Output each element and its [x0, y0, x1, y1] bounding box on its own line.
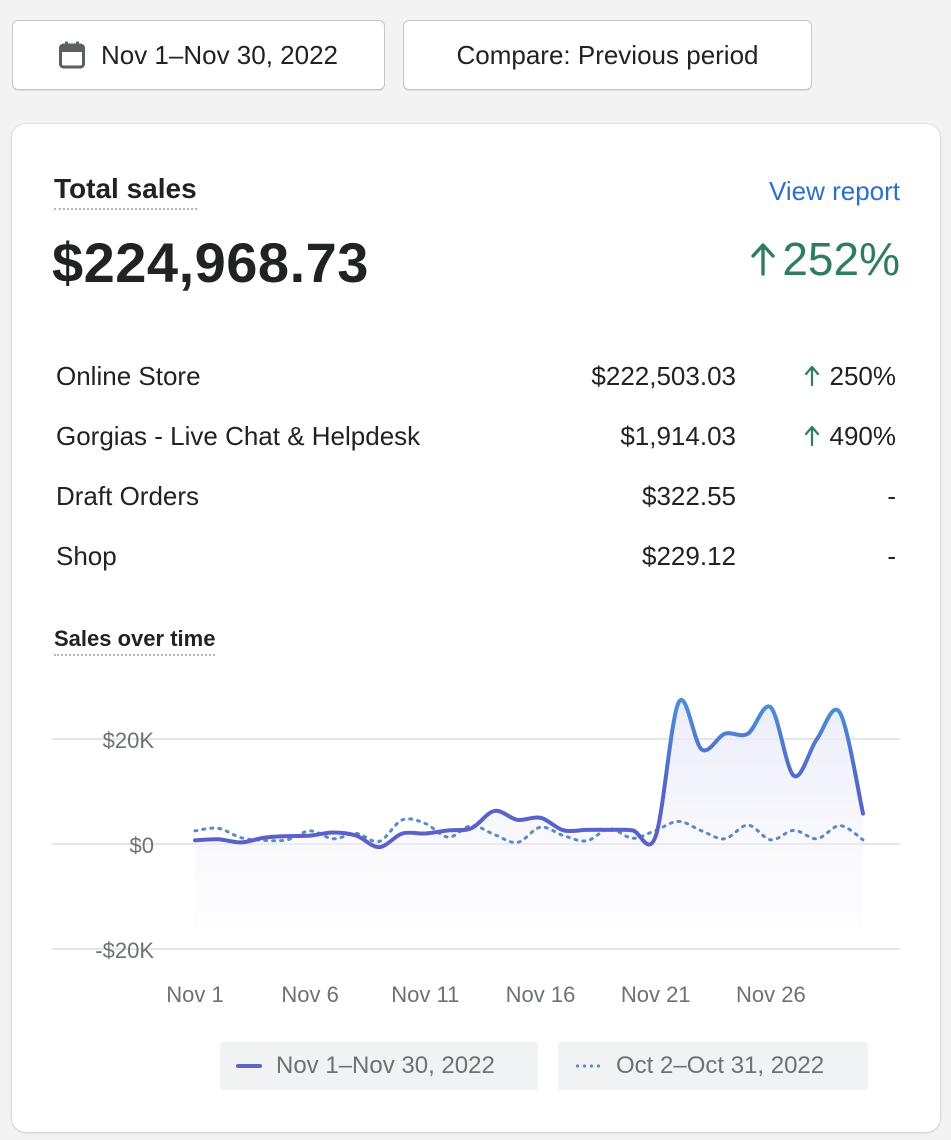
arrow-up-icon — [751, 243, 776, 276]
y-tick-label: $0 — [130, 833, 154, 858]
compare-button[interactable]: Compare: Previous period — [403, 20, 812, 90]
channel-name: Online Store — [56, 360, 201, 391]
date-range-button[interactable]: Nov 1–Nov 30, 2022 — [12, 20, 385, 90]
series-line-current — [193, 697, 865, 850]
channel-change: - — [736, 541, 896, 572]
sales-row: Shop $229.12 - — [56, 526, 896, 586]
calendar-icon — [58, 41, 85, 69]
x-tick-label: Nov 6 — [281, 982, 338, 1007]
y-tick-label: -$20K — [95, 938, 154, 963]
legend-item-current[interactable]: Nov 1–Nov 30, 2022 — [220, 1042, 538, 1090]
card-title[interactable]: Total sales — [54, 172, 197, 210]
x-tick-label: Nov 26 — [736, 982, 806, 1007]
view-report-link[interactable]: View report — [768, 176, 900, 206]
total-sales-value: $224,968.73 — [52, 231, 369, 294]
sales-row: Draft Orders $322.55 - — [56, 466, 896, 526]
legend-previous-label: Oct 2–Oct 31, 2022 — [616, 1052, 825, 1079]
channel-change: 490% — [736, 421, 896, 452]
legend-solid-line-icon — [236, 1064, 262, 1068]
channel-change: - — [736, 481, 896, 512]
y-tick-label: $20K — [103, 728, 155, 753]
x-tick-label: Nov 1 — [166, 982, 223, 1007]
arrow-up-icon — [804, 365, 819, 387]
sales-breakdown-list: Online Store $222,503.03 250% Gorgias - Liv… — [56, 346, 896, 586]
channel-name: Shop — [56, 540, 117, 571]
date-range-label: Nov 1–Nov 30, 2022 — [100, 39, 339, 70]
channel-name: Draft Orders — [56, 480, 200, 511]
chart-title[interactable]: Sales over time — [54, 626, 216, 656]
total-sales-card: Total sales View report $224,968.73 252%… — [12, 124, 940, 1132]
channel-change: 250% — [736, 361, 896, 392]
x-tick-label: Nov 21 — [621, 982, 691, 1007]
sales-over-time-chart: $20K $0 -$20K Nov 1 Nov 6 Nov 11 Nov 16 Nov 21 N… — [52, 697, 900, 1007]
legend-item-previous[interactable]: Oct 2–Oct 31, 2022 — [558, 1042, 868, 1090]
x-tick-label: Nov 16 — [506, 982, 576, 1007]
series-line-previous — [193, 817, 865, 845]
area-fill — [195, 699, 863, 928]
x-tick-label: Nov 11 — [391, 982, 459, 1007]
legend-current-label: Nov 1–Nov 30, 2022 — [276, 1052, 495, 1079]
arrow-up-icon — [804, 425, 819, 447]
total-change-badge: 252% — [748, 232, 900, 286]
sales-row: Online Store $222,503.03 250% — [56, 346, 896, 406]
compare-label: Compare: Previous period — [456, 39, 759, 70]
channel-amount: $222,503.03 — [591, 360, 736, 391]
channel-amount: $229.12 — [642, 540, 736, 571]
channel-name: Gorgias - Live Chat & Helpdesk — [56, 420, 421, 451]
total-change-value: 252% — [782, 233, 900, 285]
channel-amount: $1,914.03 — [620, 420, 736, 451]
channel-change-value: - — [887, 480, 896, 511]
channel-change-value: 250% — [829, 360, 897, 391]
channel-change-value: - — [887, 540, 896, 571]
legend-dotted-line-icon — [574, 1064, 602, 1068]
channel-amount: $322.55 — [642, 480, 736, 511]
channel-change-value: 490% — [829, 420, 897, 451]
sales-row: Gorgias - Live Chat & Helpdesk $1,914.03 4… — [56, 406, 896, 466]
